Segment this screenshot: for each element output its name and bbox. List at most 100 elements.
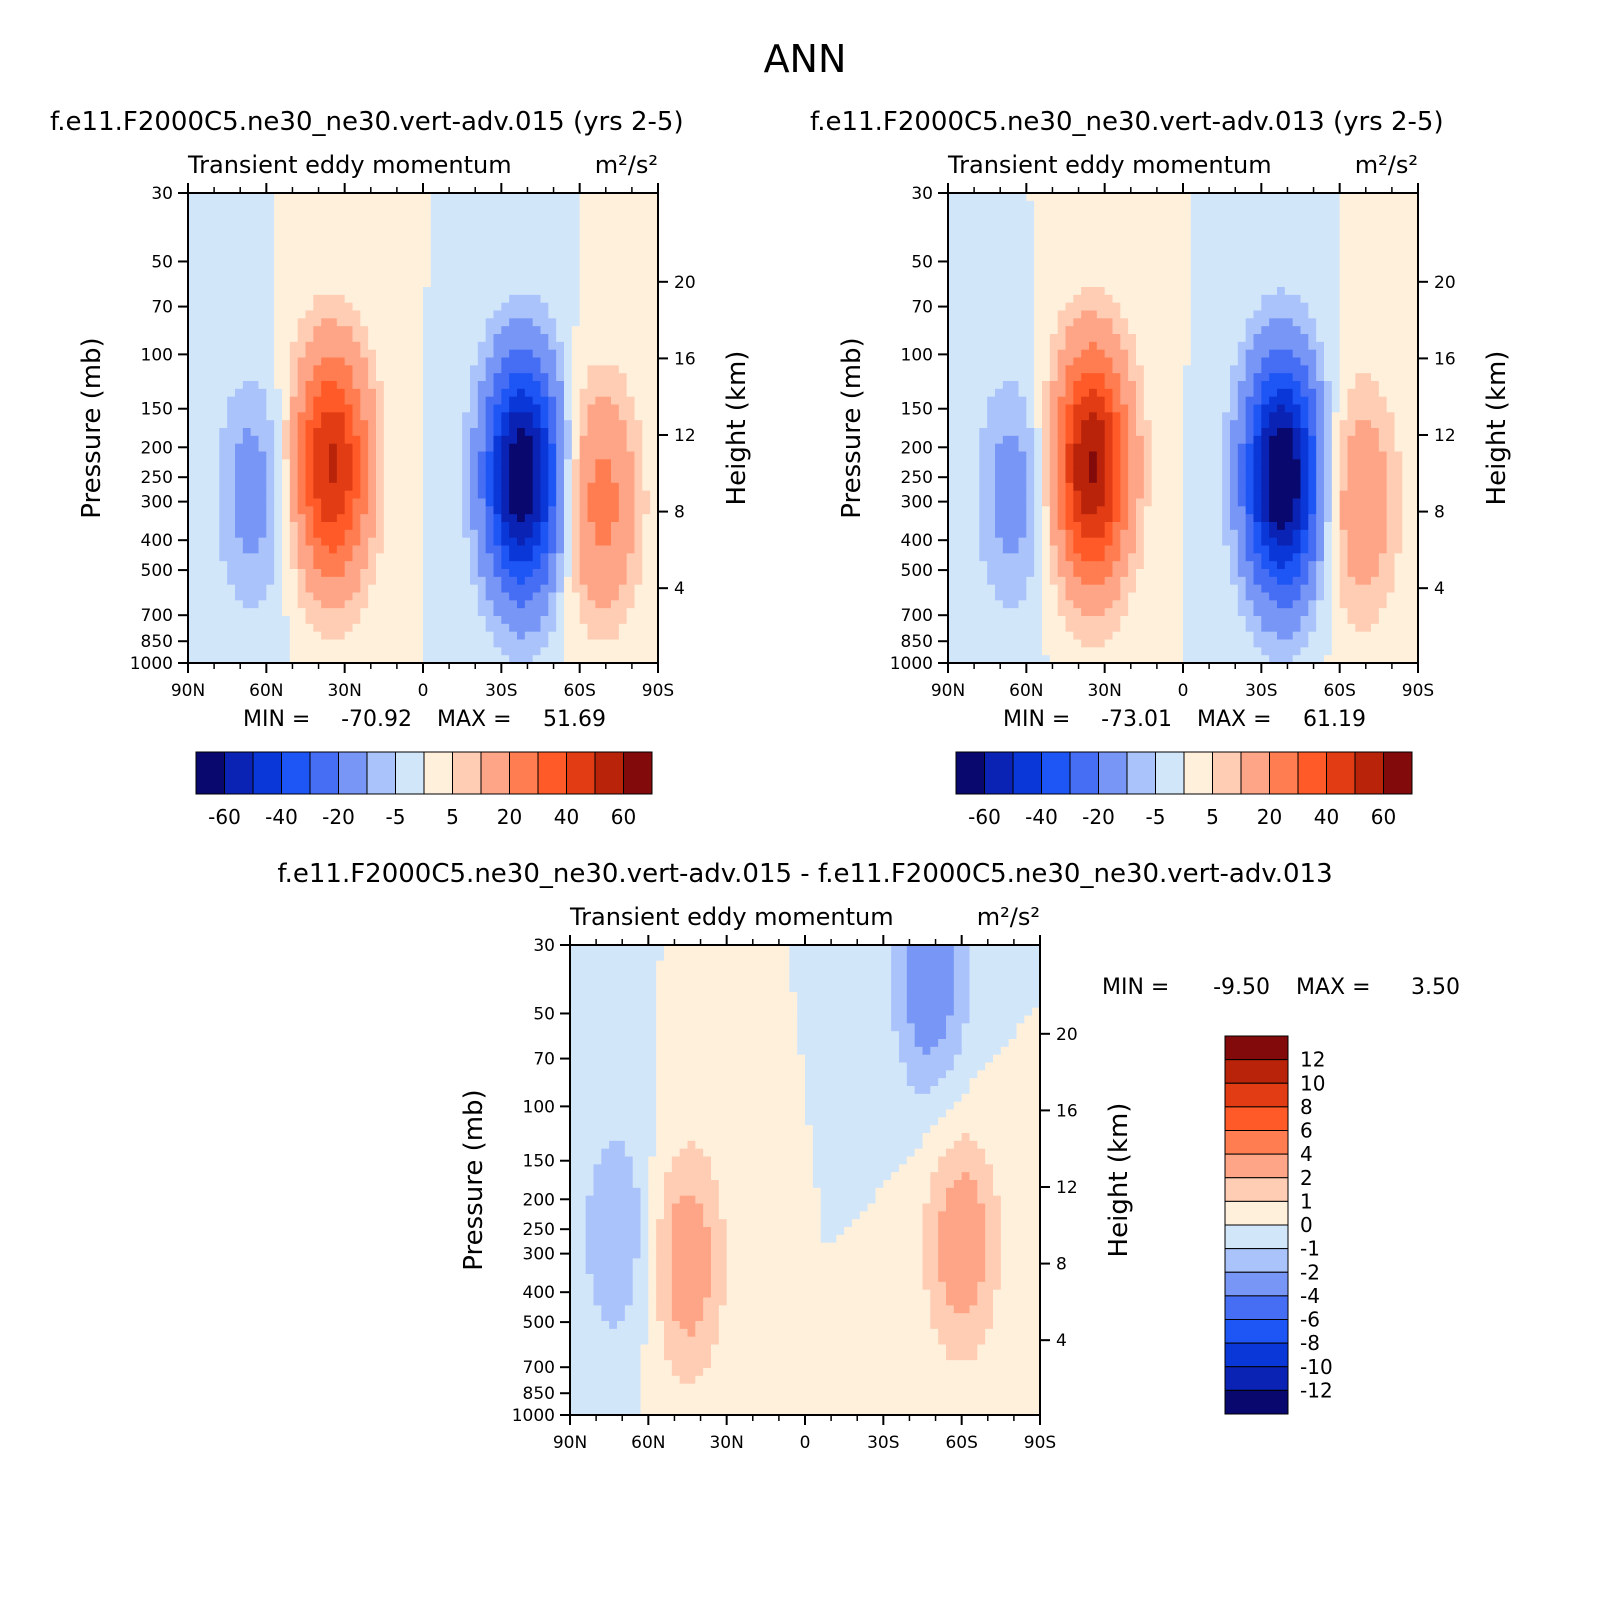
field-cell xyxy=(297,247,307,257)
field-cell xyxy=(955,193,965,202)
field-cell xyxy=(289,623,299,633)
field-cell xyxy=(501,482,510,492)
field-cell xyxy=(423,631,432,641)
field-cell xyxy=(329,388,338,398)
field-cell xyxy=(203,608,213,617)
field-cell xyxy=(1002,224,1012,233)
field-cell xyxy=(383,561,393,570)
field-cell xyxy=(642,639,651,648)
field-cell xyxy=(250,490,260,500)
field-cell xyxy=(995,561,1004,570)
field-cell xyxy=(235,388,244,398)
field-cell xyxy=(509,600,518,609)
field-cell xyxy=(274,490,283,500)
field-cell xyxy=(963,302,973,312)
field-cell xyxy=(650,435,658,445)
field-cell xyxy=(485,428,495,437)
field-cell xyxy=(227,310,236,319)
field-cell xyxy=(258,193,267,202)
field-cell xyxy=(250,240,260,249)
field-cell xyxy=(219,631,228,641)
field-cell xyxy=(1026,529,1035,539)
field-cell xyxy=(430,326,440,335)
field-cell xyxy=(407,506,416,515)
field-cell xyxy=(595,561,604,570)
field-cell xyxy=(548,412,557,421)
field-cell xyxy=(642,302,651,312)
field-cell xyxy=(987,529,996,539)
field-cell xyxy=(477,412,487,421)
field-cell xyxy=(289,341,299,351)
field-cell xyxy=(587,349,596,359)
field-cell xyxy=(1049,232,1059,241)
field-cell xyxy=(289,576,299,586)
field-cell xyxy=(376,357,385,366)
field-cell xyxy=(493,200,502,210)
field-cell xyxy=(462,287,471,296)
field-cell xyxy=(211,349,220,359)
field-cell xyxy=(650,412,658,421)
field-cell xyxy=(274,318,283,327)
field-cell xyxy=(948,498,957,507)
field-cell xyxy=(274,529,283,539)
field-cell xyxy=(368,655,377,663)
field-cell xyxy=(634,608,643,617)
field-cell xyxy=(430,365,440,374)
field-cell xyxy=(1042,482,1051,492)
field-cell xyxy=(446,271,455,280)
field-cell xyxy=(454,341,463,351)
field-cell xyxy=(532,459,542,468)
field-cell xyxy=(556,373,565,382)
field-cell xyxy=(979,623,988,633)
field-cell xyxy=(321,506,330,515)
field-cell xyxy=(383,365,393,374)
field-cell xyxy=(1089,459,1098,468)
field-cell xyxy=(1010,271,1020,280)
field-cell xyxy=(611,208,620,218)
field-cell xyxy=(540,208,549,218)
field-cell xyxy=(336,193,346,202)
field-cell xyxy=(258,404,267,413)
field-cell xyxy=(321,287,330,296)
field-cell xyxy=(1104,279,1114,288)
field-cell xyxy=(987,412,996,421)
field-cell xyxy=(423,349,432,359)
field-cell xyxy=(948,639,957,648)
field-cell xyxy=(203,287,213,296)
field-cell xyxy=(383,341,393,351)
field-cell xyxy=(595,529,604,539)
field-cell xyxy=(548,255,557,265)
field-cell xyxy=(979,475,988,484)
field-cell xyxy=(963,576,973,586)
field-cell xyxy=(955,498,965,507)
field-cell xyxy=(971,388,980,398)
field-cell xyxy=(297,428,307,437)
field-cell xyxy=(430,522,440,531)
field-cell xyxy=(995,357,1004,366)
field-cell xyxy=(532,279,542,288)
field-cell xyxy=(517,294,526,304)
field-cell xyxy=(266,537,275,547)
field-cell xyxy=(1112,279,1121,288)
field-cell xyxy=(407,459,416,468)
field-cell xyxy=(548,545,557,554)
field-cell xyxy=(250,576,260,586)
field-cell xyxy=(1096,294,1106,304)
field-cell xyxy=(203,341,213,351)
field-cell xyxy=(1010,600,1020,609)
field-cell xyxy=(235,639,244,648)
field-cell xyxy=(227,216,236,225)
field-cell xyxy=(485,200,495,210)
field-cell xyxy=(971,255,980,265)
field-cell xyxy=(1081,287,1090,296)
field-cell xyxy=(524,443,534,453)
field-cell xyxy=(188,381,197,390)
field-cell xyxy=(313,247,322,257)
field-cell xyxy=(203,193,213,202)
field-cell xyxy=(462,247,471,257)
field-cell xyxy=(211,655,220,663)
field-cell xyxy=(642,200,651,210)
field-cell xyxy=(1089,373,1098,382)
field-cell xyxy=(995,514,1004,523)
field-cell xyxy=(1096,193,1106,202)
